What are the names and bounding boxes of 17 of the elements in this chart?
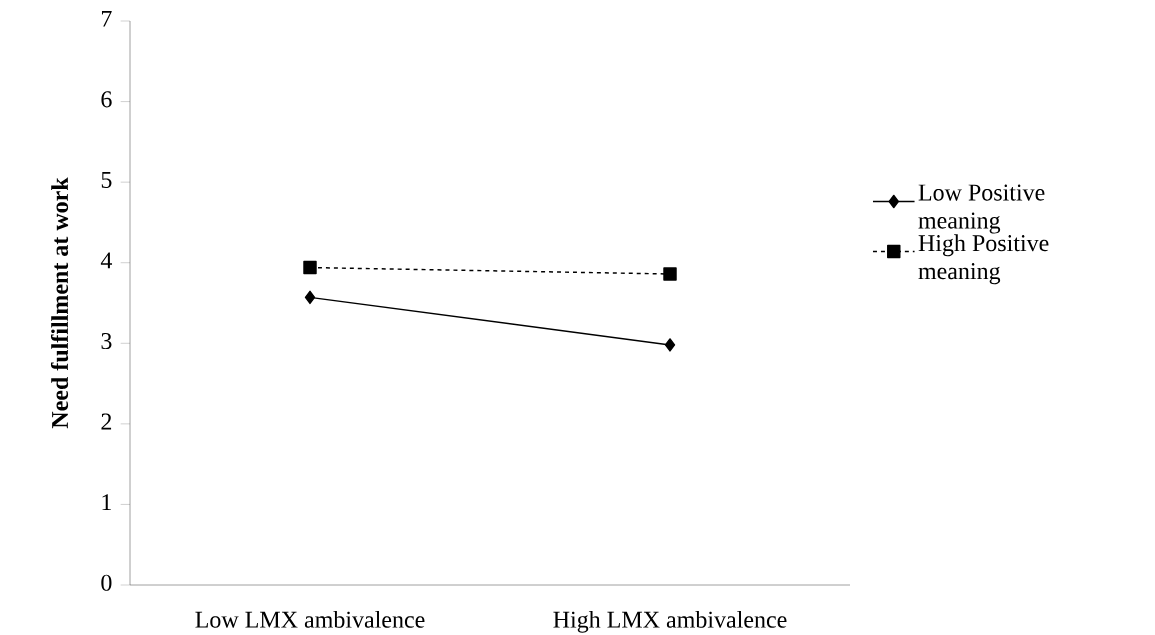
y-axis-title: Need fulfillment at work [50, 177, 69, 429]
point [303, 260, 317, 275]
y-tick-label: 3 [101, 332, 112, 350]
legend-label: High Positive meaning [918, 234, 1049, 285]
y-tick-label: 6 [101, 91, 112, 108]
y-tick-label: 4 [100, 252, 113, 269]
x-tick-label: High LMX ambivalence [553, 610, 787, 633]
y-tick-label: 5 [101, 172, 112, 188]
y-tick-label: 7 [101, 10, 112, 27]
x-tick-label: Low LMX ambivalence [195, 610, 425, 628]
point [663, 267, 677, 281]
y-tick-label: 2 [101, 413, 112, 430]
point [304, 290, 316, 305]
legend-label: Low Positive meaning [918, 184, 1045, 234]
point [664, 338, 676, 352]
y-tick-label: 0 [101, 574, 112, 591]
y-tick-label: 1 [102, 494, 111, 511]
